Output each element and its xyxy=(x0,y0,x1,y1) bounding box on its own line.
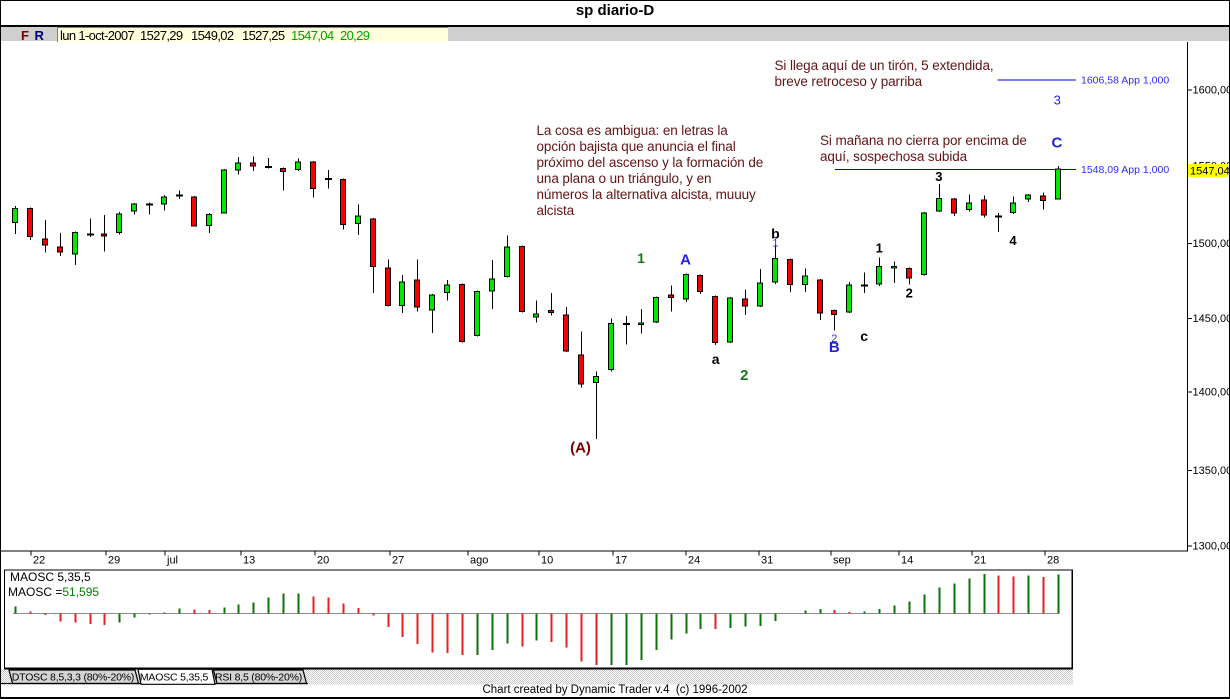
svg-text:13: 13 xyxy=(243,555,255,567)
svg-text:1450,00: 1450,00 xyxy=(1193,313,1230,325)
svg-text:1: 1 xyxy=(637,250,645,266)
svg-text:(A): (A) xyxy=(570,439,591,456)
svg-text:1547,04: 1547,04 xyxy=(1190,166,1230,178)
svg-text:1300,00: 1300,00 xyxy=(1193,541,1230,553)
svg-text:14: 14 xyxy=(901,555,913,567)
svg-text:c: c xyxy=(860,328,868,344)
svg-text:1: 1 xyxy=(876,241,883,256)
svg-text:31: 31 xyxy=(761,555,773,567)
svg-text:ago: ago xyxy=(470,555,488,567)
svg-text:24: 24 xyxy=(688,555,700,567)
svg-text:1: 1 xyxy=(772,238,778,250)
svg-text:21: 21 xyxy=(974,555,986,567)
svg-text:1606,58 App 1,000: 1606,58 App 1,000 xyxy=(1081,75,1169,87)
svg-text:DTOSC 8,5,3,3 (80%-20%): DTOSC 8,5,3,3 (80%-20%) xyxy=(12,672,134,684)
svg-text:2: 2 xyxy=(740,367,748,384)
svg-text:3: 3 xyxy=(1054,92,1061,107)
svg-text:1500,00: 1500,00 xyxy=(1193,238,1230,250)
svg-text:jul: jul xyxy=(166,555,178,567)
svg-text:b: b xyxy=(771,226,780,242)
svg-text:1400,00: 1400,00 xyxy=(1193,387,1230,399)
svg-text:4: 4 xyxy=(1009,233,1017,248)
svg-text:10: 10 xyxy=(541,555,553,567)
svg-text:MAOSC 5,35,5: MAOSC 5,35,5 xyxy=(140,672,209,684)
svg-text:2: 2 xyxy=(906,286,913,301)
svg-text:MAOSC 5,35,5: MAOSC 5,35,5 xyxy=(10,570,91,584)
svg-text:a: a xyxy=(712,351,720,367)
svg-text:MAOSC =51,595: MAOSC =51,595 xyxy=(8,585,99,599)
svg-text:2: 2 xyxy=(831,333,837,345)
svg-text:B: B xyxy=(829,339,840,356)
svg-text:3: 3 xyxy=(935,169,942,184)
svg-text:1548,09 App 1,000: 1548,09 App 1,000 xyxy=(1081,164,1169,176)
svg-text:RSI 8,5 (80%-20%): RSI 8,5 (80%-20%) xyxy=(215,672,302,684)
svg-text:17: 17 xyxy=(615,555,627,567)
svg-text:A: A xyxy=(680,251,691,268)
svg-text:29: 29 xyxy=(108,555,120,567)
svg-text:1350,00: 1350,00 xyxy=(1193,465,1230,477)
svg-text:1600,00: 1600,00 xyxy=(1193,85,1230,97)
svg-text:28: 28 xyxy=(1047,555,1059,567)
svg-text:27: 27 xyxy=(392,555,404,567)
svg-text:C: C xyxy=(1051,135,1062,152)
svg-text:20: 20 xyxy=(317,555,329,567)
svg-text:sep: sep xyxy=(833,555,851,567)
svg-text:22: 22 xyxy=(33,555,45,567)
